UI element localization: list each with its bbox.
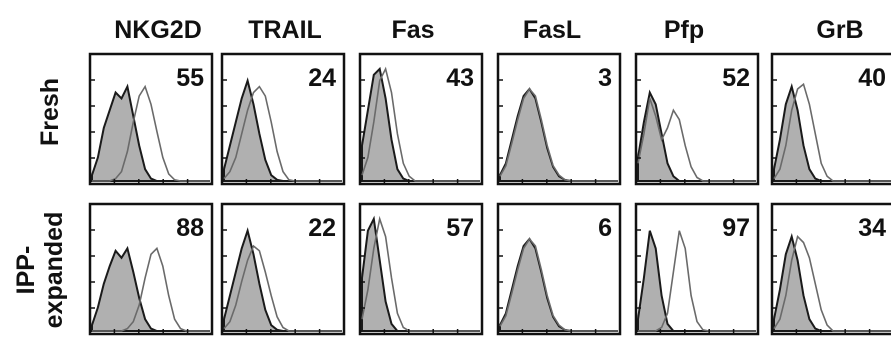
control-histogram	[499, 87, 618, 182]
histogram-panel-fresh-fasl: 3	[496, 52, 622, 186]
column-header-fas: Fas	[391, 16, 434, 44]
percent-label: 3	[598, 64, 612, 92]
stain-histogram	[361, 215, 480, 332]
panel-frame	[358, 202, 484, 336]
panel-frame	[358, 52, 484, 186]
percent-label: 43	[446, 64, 474, 92]
histogram-panel-fresh-grb: 40	[770, 52, 891, 186]
histogram-panel-ipp-expanded-fasl: 6	[496, 202, 622, 336]
stain-histogram	[638, 230, 756, 332]
histogram-panel-ipp-expanded-trail: 22	[220, 202, 346, 336]
histogram-panel-fresh-fas: 43	[358, 52, 484, 186]
panel-frame	[496, 52, 622, 186]
histogram-grid: 55 24 43 3 52 40 88 22 57 6 97 34	[88, 52, 891, 336]
column-header-fasl: FasL	[523, 16, 581, 44]
histogram-panel-ipp-expanded-nkg2d: 88	[88, 202, 214, 336]
control-histogram	[773, 83, 891, 182]
stain-histogram	[773, 82, 891, 182]
row-header-ipp-expanded: IPP-expanded	[12, 212, 68, 329]
stain-histogram	[92, 246, 210, 332]
panel-frame	[634, 202, 760, 336]
control-histogram	[637, 89, 756, 182]
percent-label: 52	[722, 64, 750, 92]
row-header-line: Fresh	[36, 78, 64, 146]
stain-histogram	[92, 84, 210, 182]
panel-frame	[770, 202, 891, 336]
percent-label: 22	[308, 214, 336, 242]
histogram-panel-fresh-pfp: 52	[634, 52, 760, 186]
percent-label: 97	[722, 214, 750, 242]
panel-frame	[496, 202, 622, 336]
control-histogram	[91, 245, 210, 332]
column-header-grb: GrB	[816, 16, 863, 44]
percent-label: 6	[598, 214, 612, 242]
percent-label: 55	[176, 64, 204, 92]
histogram-panel-ipp-expanded-fas: 57	[358, 202, 484, 336]
column-header-pfp: Pfp	[664, 16, 704, 44]
percent-label: 34	[858, 214, 886, 242]
panel-frame	[88, 52, 214, 186]
percent-label: 24	[308, 64, 336, 92]
stain-histogram	[223, 85, 342, 182]
stain-histogram	[499, 87, 618, 182]
histogram-panel-ipp-expanded-pfp: 97	[634, 202, 760, 336]
histogram-panel-fresh-nkg2d: 55	[88, 52, 214, 186]
stain-histogram	[499, 237, 618, 332]
row-header-fresh: Fresh	[36, 78, 64, 146]
stain-histogram	[773, 235, 891, 332]
percent-label: 88	[176, 214, 204, 242]
column-header-nkg2d: NKG2D	[114, 16, 202, 44]
column-headers: NKG2D TRAIL Fas FasL Pfp GrB	[114, 16, 863, 44]
row-headers: Fresh IPP-expanded	[12, 78, 68, 328]
panel-frame	[634, 52, 760, 186]
panel-frame	[220, 202, 346, 336]
panel-frame	[88, 202, 214, 336]
control-histogram	[773, 233, 891, 332]
row-header-line: IPP-	[12, 246, 40, 295]
control-histogram	[637, 230, 756, 332]
stain-histogram	[223, 244, 342, 332]
stain-histogram	[361, 66, 480, 182]
histogram-panel-fresh-trail: 24	[220, 52, 346, 186]
control-histogram	[499, 237, 618, 332]
panel-frame	[770, 52, 891, 186]
row-header-line: expanded	[40, 212, 68, 329]
panel-frame	[220, 52, 346, 186]
stain-histogram	[637, 98, 756, 182]
percent-label: 40	[858, 64, 886, 92]
percent-label: 57	[446, 214, 474, 242]
control-histogram	[91, 83, 210, 182]
column-header-trail: TRAIL	[248, 16, 322, 44]
histogram-panel-ipp-expanded-grb: 34	[770, 202, 891, 336]
